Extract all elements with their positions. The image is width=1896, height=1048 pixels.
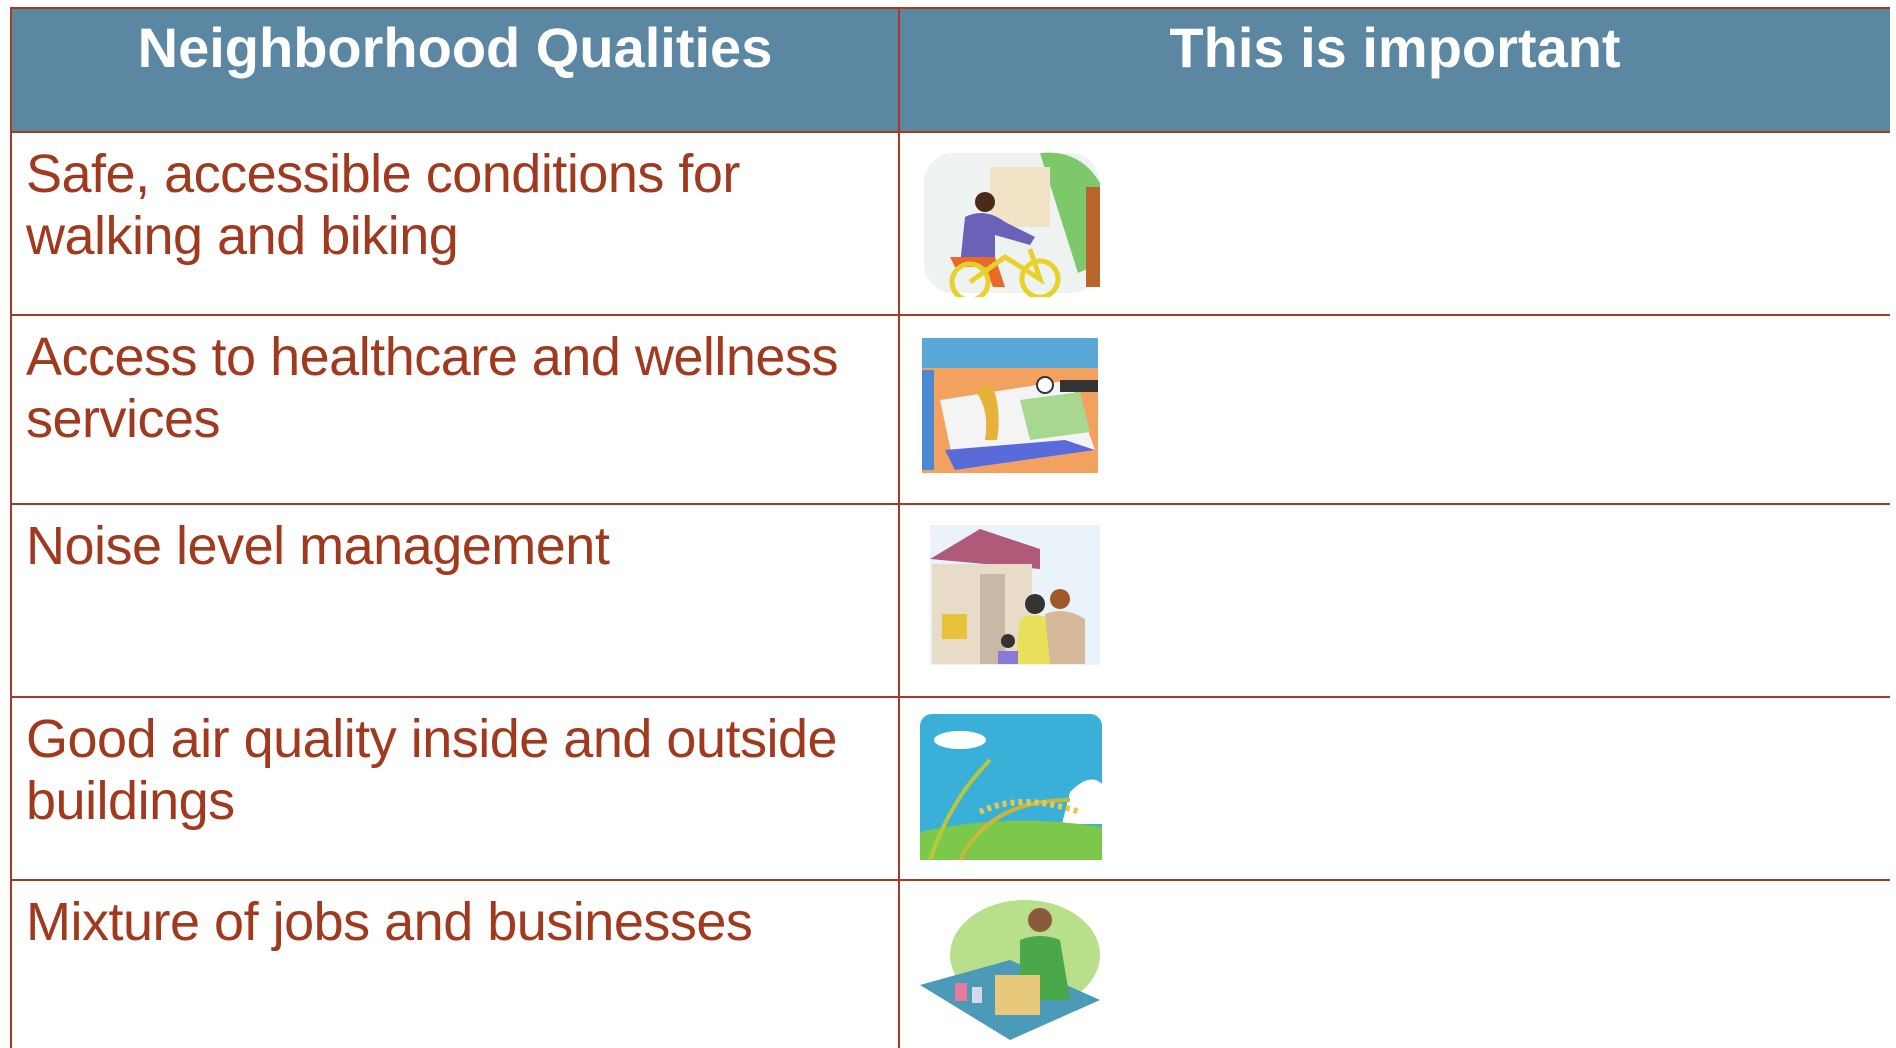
quality-cell: Noise level management: [10, 503, 900, 698]
shop-clipart: [920, 900, 1100, 1040]
image-cell: [898, 131, 1890, 316]
qualities-table: Neighborhood Qualities This is important…: [10, 7, 1890, 1048]
bed-clipart: [922, 338, 1098, 473]
row: Good air quality inside and outside buil…: [10, 696, 1890, 881]
house-clipart: [930, 525, 1100, 665]
image-cell: [898, 696, 1890, 881]
bike-clipart: [924, 152, 1100, 297]
image-cell: [898, 314, 1890, 505]
row: Mixture of jobs and businesses: [10, 879, 1890, 1048]
row: Noise level management: [10, 503, 1890, 698]
column-header: Neighborhood Qualities: [10, 7, 900, 133]
row: Access to healthcare and wellness servic…: [10, 314, 1890, 505]
image-cell: [898, 879, 1890, 1048]
air-clipart: [920, 714, 1102, 861]
header-row: Neighborhood Qualities This is important: [10, 7, 1890, 133]
quality-cell: Safe, accessible conditions for walking …: [10, 131, 900, 316]
quality-cell: Mixture of jobs and businesses: [10, 879, 900, 1048]
quality-cell: Good air quality inside and outside buil…: [10, 696, 900, 881]
quality-cell: Access to healthcare and wellness servic…: [10, 314, 900, 505]
column-header: This is important: [898, 7, 1890, 133]
row: Safe, accessible conditions for walking …: [10, 131, 1890, 316]
table-wrap: Neighborhood Qualities This is important…: [10, 7, 1890, 1048]
image-cell: [898, 503, 1890, 698]
